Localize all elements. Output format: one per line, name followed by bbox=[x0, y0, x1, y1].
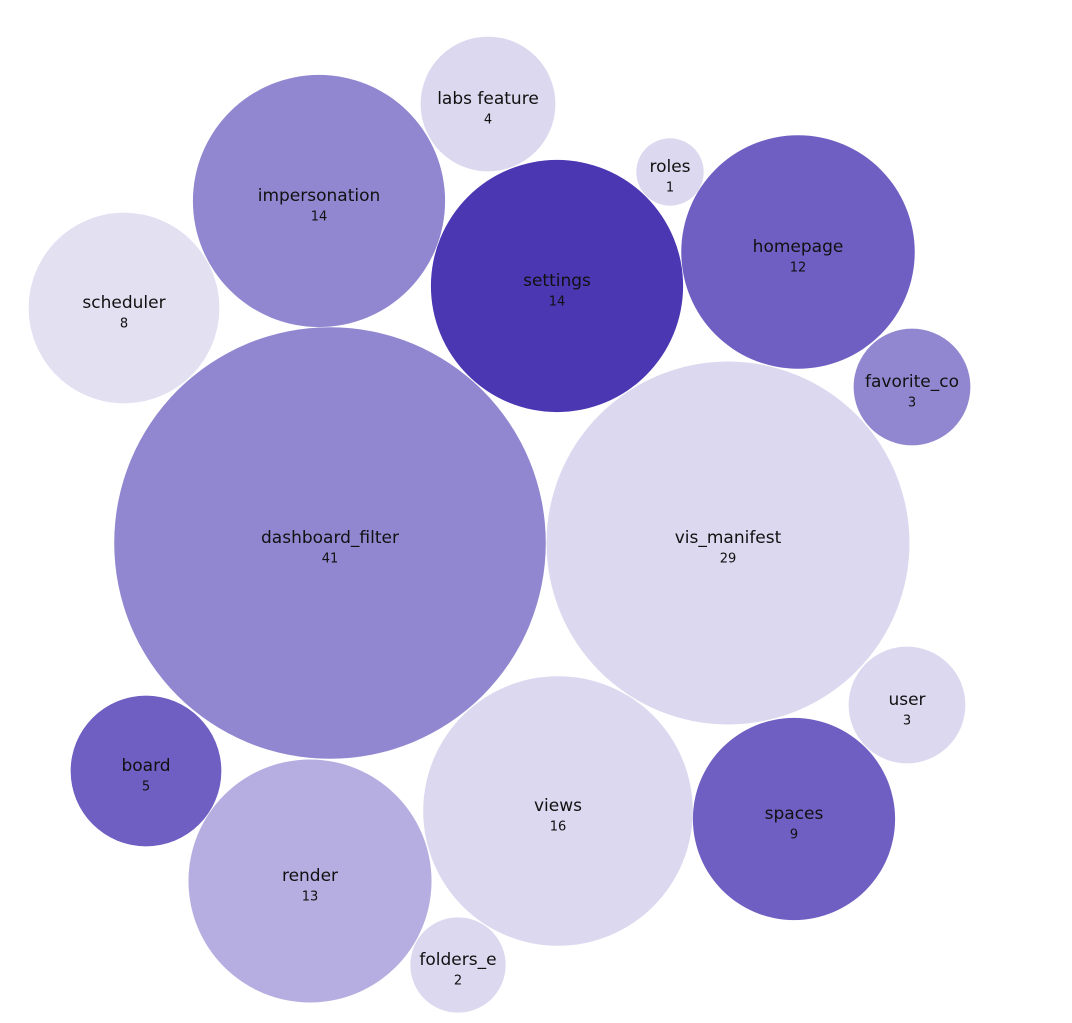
bubble-value: 29 bbox=[720, 552, 737, 567]
bubble-label: labs feature bbox=[437, 89, 539, 109]
bubble-label: dashboard_filter bbox=[261, 528, 399, 548]
bubble-label: roles bbox=[649, 157, 690, 177]
bubble-value: 5 bbox=[142, 780, 150, 795]
bubble-value: 1 bbox=[666, 181, 674, 196]
bubble bbox=[681, 135, 915, 369]
bubble-value: 14 bbox=[311, 210, 328, 225]
bubble bbox=[692, 717, 896, 921]
bubble-value: 14 bbox=[549, 295, 566, 310]
bubble-label: homepage bbox=[753, 237, 844, 257]
bubble-value: 3 bbox=[908, 396, 916, 411]
bubble-value: 8 bbox=[120, 317, 128, 332]
bubble bbox=[636, 138, 704, 206]
bubble bbox=[192, 74, 446, 328]
bubble-value: 16 bbox=[550, 820, 567, 835]
bubble-value: 2 bbox=[454, 974, 462, 989]
bubble-value: 3 bbox=[903, 714, 911, 729]
bubble-label: vis_manifest bbox=[675, 528, 782, 548]
bubble bbox=[188, 759, 432, 1003]
bubble-value: 9 bbox=[790, 828, 798, 843]
bubble-label: scheduler bbox=[82, 293, 165, 313]
bubble-label: impersonation bbox=[258, 186, 381, 206]
bubble-label: favorite_co bbox=[865, 372, 959, 392]
bubble-label: settings bbox=[523, 271, 591, 291]
bubble bbox=[546, 361, 910, 725]
bubble bbox=[114, 327, 546, 759]
bubble bbox=[28, 212, 220, 404]
bubble-label: render bbox=[282, 866, 338, 886]
bubble-label: folders_e bbox=[419, 950, 496, 970]
bubble bbox=[430, 159, 684, 413]
bubble-label: user bbox=[888, 690, 925, 710]
bubble-value: 4 bbox=[484, 113, 492, 128]
bubble bbox=[70, 695, 222, 847]
bubble-label: spaces bbox=[765, 804, 824, 824]
bubble-value: 13 bbox=[302, 890, 319, 905]
bubble-label: views bbox=[534, 796, 582, 816]
bubble bbox=[423, 676, 693, 946]
bubble-value: 12 bbox=[790, 261, 807, 276]
bubble-value: 41 bbox=[322, 552, 339, 567]
bubble bbox=[853, 328, 971, 446]
bubble bbox=[420, 36, 556, 172]
bubble bbox=[848, 646, 966, 764]
bubble-label: board bbox=[121, 756, 170, 776]
bubble bbox=[410, 917, 506, 1013]
